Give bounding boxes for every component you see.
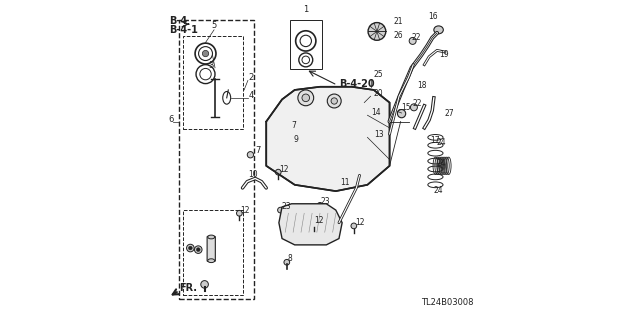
Text: 18: 18 [417, 81, 427, 90]
Text: 5: 5 [211, 21, 217, 30]
Text: 12: 12 [280, 165, 289, 174]
Circle shape [202, 50, 209, 57]
Circle shape [284, 259, 290, 265]
FancyBboxPatch shape [207, 236, 215, 261]
Text: 6: 6 [169, 115, 174, 123]
Text: 11: 11 [340, 178, 350, 187]
Circle shape [331, 98, 337, 104]
Circle shape [195, 246, 202, 253]
Text: 15: 15 [401, 103, 411, 113]
Circle shape [368, 23, 386, 40]
Text: 1: 1 [303, 5, 308, 14]
Text: 20: 20 [373, 89, 383, 98]
Circle shape [317, 203, 323, 208]
Polygon shape [279, 204, 342, 245]
Circle shape [278, 207, 284, 213]
Text: 21: 21 [394, 17, 403, 26]
Circle shape [410, 104, 417, 111]
Text: 12: 12 [240, 206, 250, 215]
Text: 27: 27 [444, 109, 454, 118]
Text: 12: 12 [315, 216, 324, 226]
Text: B-4: B-4 [169, 16, 187, 26]
Text: 25: 25 [373, 70, 383, 79]
Text: 7: 7 [255, 145, 261, 154]
Circle shape [188, 246, 192, 250]
Circle shape [298, 90, 314, 106]
Circle shape [201, 281, 209, 288]
Text: 7: 7 [292, 121, 296, 130]
Circle shape [351, 223, 356, 229]
Text: 13: 13 [374, 130, 384, 139]
Ellipse shape [434, 26, 444, 34]
Text: 23: 23 [321, 197, 331, 206]
Text: 22: 22 [413, 100, 422, 108]
Text: 4: 4 [249, 91, 254, 100]
Text: 22: 22 [411, 33, 420, 42]
Text: B-4-20: B-4-20 [339, 79, 374, 89]
Ellipse shape [208, 235, 214, 239]
Circle shape [397, 109, 406, 118]
Text: 24: 24 [433, 186, 443, 195]
Text: 2: 2 [249, 73, 254, 82]
Text: FR.: FR. [179, 283, 197, 293]
Text: B-4-1: B-4-1 [169, 25, 198, 35]
Circle shape [275, 169, 281, 175]
Circle shape [409, 37, 416, 44]
Text: 17: 17 [430, 136, 440, 145]
Circle shape [247, 152, 253, 158]
Text: TL24B03008: TL24B03008 [421, 298, 474, 307]
Text: 3: 3 [209, 61, 214, 70]
Text: 23: 23 [282, 203, 291, 211]
Text: 19: 19 [440, 50, 449, 59]
Text: 10: 10 [248, 170, 258, 179]
Text: 8: 8 [288, 254, 292, 263]
Text: 26: 26 [394, 31, 403, 40]
Circle shape [237, 211, 242, 216]
Ellipse shape [208, 259, 214, 263]
Text: 24: 24 [436, 160, 446, 168]
Circle shape [311, 221, 317, 227]
Text: 9: 9 [293, 135, 298, 144]
Circle shape [397, 109, 404, 116]
Circle shape [327, 94, 341, 108]
Text: 12: 12 [355, 218, 364, 227]
Circle shape [186, 244, 194, 252]
Text: 24: 24 [436, 138, 446, 147]
Polygon shape [266, 87, 390, 191]
Text: 14: 14 [372, 108, 381, 117]
Circle shape [196, 248, 200, 251]
Circle shape [302, 94, 310, 102]
Text: 16: 16 [428, 12, 438, 21]
